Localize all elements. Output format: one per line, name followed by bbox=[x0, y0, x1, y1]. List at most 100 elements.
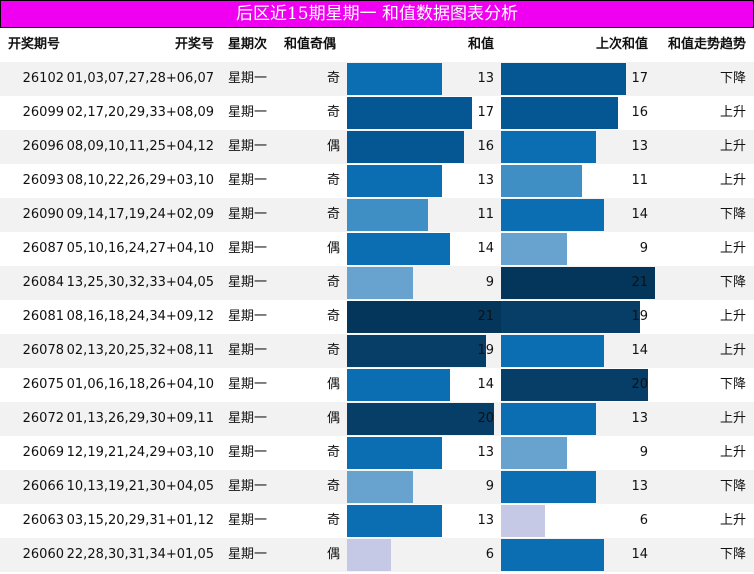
sum-bar bbox=[347, 199, 428, 231]
weekday-cell: 星期一 bbox=[228, 207, 268, 222]
issue-cell: 26093 bbox=[22, 173, 64, 188]
sum-cell: 17 bbox=[477, 105, 494, 120]
prev-sum-cell: 20 bbox=[631, 377, 648, 392]
prev-sum-cell: 14 bbox=[631, 547, 648, 562]
prev-sum-bar bbox=[501, 267, 655, 299]
parity-cell: 奇 bbox=[326, 173, 340, 188]
sum-bar bbox=[347, 233, 450, 265]
numbers-cell: 05,10,16,24,27+04,10 bbox=[66, 241, 214, 256]
prev-sum-bar bbox=[501, 165, 582, 197]
sum-cell: 14 bbox=[477, 241, 494, 256]
issue-cell: 26096 bbox=[22, 139, 64, 154]
numbers-cell: 02,17,20,29,33+08,09 bbox=[66, 105, 214, 120]
prev-sum-cell: 17 bbox=[631, 71, 648, 86]
sum-bar bbox=[347, 403, 494, 435]
sum-cell: 20 bbox=[477, 411, 494, 426]
sum-bar bbox=[347, 63, 442, 95]
trend-cell: 下降 bbox=[719, 71, 746, 86]
numbers-cell: 01,13,26,29,30+09,11 bbox=[66, 411, 214, 426]
prev-sum-bar bbox=[501, 335, 604, 367]
table-row: 26075 01,06,16,18,26+04,10 星期一 偶 14 20 下降 bbox=[0, 368, 754, 402]
weekday-cell: 星期一 bbox=[228, 275, 268, 290]
numbers-cell: 01,03,07,27,28+06,07 bbox=[66, 71, 214, 86]
header-parity: 和值奇偶 bbox=[284, 37, 337, 52]
parity-cell: 奇 bbox=[326, 445, 340, 460]
prev-sum-bar bbox=[501, 403, 596, 435]
issue-cell: 26090 bbox=[22, 207, 64, 222]
table-row: 26072 01,13,26,29,30+09,11 星期一 偶 20 13 上升 bbox=[0, 402, 754, 436]
prev-sum-bar bbox=[501, 471, 596, 503]
sum-cell: 19 bbox=[477, 343, 494, 358]
prev-sum-bar bbox=[501, 369, 648, 401]
prev-sum-cell: 13 bbox=[631, 479, 648, 494]
numbers-cell: 08,09,10,11,25+04,12 bbox=[66, 139, 214, 154]
sum-cell: 13 bbox=[477, 445, 494, 460]
issue-cell: 26066 bbox=[22, 479, 64, 494]
parity-cell: 偶 bbox=[326, 241, 340, 256]
numbers-cell: 08,10,22,26,29+03,10 bbox=[66, 173, 214, 188]
numbers-cell: 02,13,20,25,32+08,11 bbox=[66, 343, 214, 358]
table-row: 26099 02,17,20,29,33+08,09 星期一 奇 17 16 上升 bbox=[0, 96, 754, 130]
sum-cell: 21 bbox=[477, 309, 494, 324]
table-row: 26087 05,10,16,24,27+04,10 星期一 偶 14 9 上升 bbox=[0, 232, 754, 266]
trend-cell: 上升 bbox=[719, 411, 746, 426]
table-row: 26090 09,14,17,19,24+02,09 星期一 奇 11 14 下降 bbox=[0, 198, 754, 232]
header-sum: 和值 bbox=[467, 37, 494, 52]
header-issue: 开奖期号 bbox=[8, 37, 61, 52]
header-numbers: 开奖号 bbox=[174, 37, 214, 52]
prev-sum-cell: 13 bbox=[631, 139, 648, 154]
sum-bar bbox=[347, 335, 486, 367]
prev-sum-cell: 6 bbox=[639, 513, 648, 528]
prev-sum-cell: 13 bbox=[631, 411, 648, 426]
table-header: 开奖期号 开奖号 星期次 和值奇偶 和值 上次和值 和值走势趋势 bbox=[0, 28, 754, 62]
parity-cell: 奇 bbox=[326, 309, 340, 324]
prev-sum-bar bbox=[501, 63, 626, 95]
numbers-cell: 22,28,30,31,34+01,05 bbox=[66, 547, 214, 562]
trend-cell: 上升 bbox=[719, 241, 746, 256]
prev-sum-cell: 21 bbox=[631, 275, 648, 290]
sum-cell: 13 bbox=[477, 513, 494, 528]
issue-cell: 26099 bbox=[22, 105, 64, 120]
table-row: 26060 22,28,30,31,34+01,05 星期一 偶 6 14 下降 bbox=[0, 538, 754, 572]
prev-sum-bar bbox=[501, 539, 604, 571]
sum-cell: 11 bbox=[477, 207, 494, 222]
issue-cell: 26087 bbox=[22, 241, 64, 256]
numbers-cell: 03,15,20,29,31+01,12 bbox=[66, 513, 214, 528]
weekday-cell: 星期一 bbox=[228, 309, 268, 324]
issue-cell: 26084 bbox=[22, 275, 64, 290]
header-prev-sum: 上次和值 bbox=[595, 37, 648, 52]
sum-cell: 13 bbox=[477, 173, 494, 188]
sum-bar bbox=[347, 97, 472, 129]
table-row: 26069 12,19,21,24,29+03,10 星期一 奇 13 9 上升 bbox=[0, 436, 754, 470]
sum-bar bbox=[347, 165, 442, 197]
issue-cell: 26063 bbox=[22, 513, 64, 528]
prev-sum-cell: 9 bbox=[639, 445, 648, 460]
trend-cell: 上升 bbox=[719, 309, 746, 324]
table-row: 26066 10,13,19,21,30+04,05 星期一 奇 9 13 下降 bbox=[0, 470, 754, 504]
sum-cell: 6 bbox=[485, 547, 494, 562]
sum-bar bbox=[347, 267, 413, 299]
sum-cell: 16 bbox=[477, 139, 494, 154]
prev-sum-bar bbox=[501, 301, 640, 333]
numbers-cell: 09,14,17,19,24+02,09 bbox=[66, 207, 214, 222]
parity-cell: 奇 bbox=[326, 513, 340, 528]
weekday-cell: 星期一 bbox=[228, 445, 268, 460]
sum-cell: 14 bbox=[477, 377, 494, 392]
prev-sum-bar bbox=[501, 97, 618, 129]
trend-cell: 上升 bbox=[719, 343, 746, 358]
parity-cell: 奇 bbox=[326, 207, 340, 222]
sum-cell: 9 bbox=[485, 275, 494, 290]
prev-sum-bar bbox=[501, 199, 604, 231]
parity-cell: 奇 bbox=[326, 71, 340, 86]
parity-cell: 偶 bbox=[326, 139, 340, 154]
trend-cell: 上升 bbox=[719, 513, 746, 528]
weekday-cell: 星期一 bbox=[228, 343, 268, 358]
weekday-cell: 星期一 bbox=[228, 547, 268, 562]
prev-sum-bar bbox=[501, 131, 596, 163]
trend-cell: 下降 bbox=[719, 207, 746, 222]
parity-cell: 偶 bbox=[326, 377, 340, 392]
issue-cell: 26102 bbox=[22, 71, 64, 86]
table-row: 26093 08,10,22,26,29+03,10 星期一 奇 13 11 上升 bbox=[0, 164, 754, 198]
weekday-cell: 星期一 bbox=[228, 105, 268, 120]
table-row: 26078 02,13,20,25,32+08,11 星期一 奇 19 14 上升 bbox=[0, 334, 754, 368]
